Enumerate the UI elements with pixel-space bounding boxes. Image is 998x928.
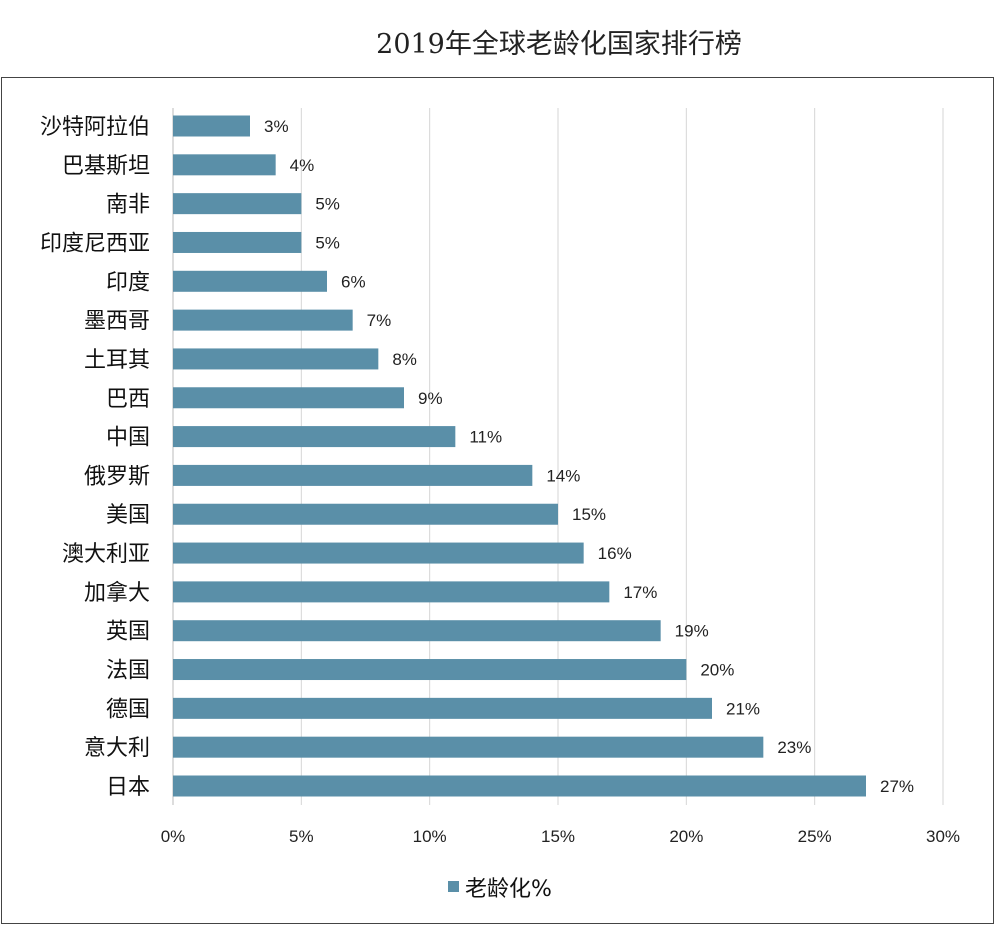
data-label: 9% — [418, 389, 443, 408]
bar — [173, 387, 404, 409]
category-label: 美国 — [106, 503, 150, 528]
data-label: 7% — [367, 311, 392, 330]
bar — [173, 775, 866, 797]
data-label: 3% — [264, 117, 289, 136]
category-label: 墨西哥 — [84, 309, 150, 334]
category-label: 日本 — [106, 775, 150, 800]
data-label: 27% — [880, 777, 914, 796]
category-label: 印度尼西亚 — [40, 231, 150, 256]
category-label: 中国 — [106, 426, 150, 451]
category-label: 南非 — [106, 193, 150, 218]
x-tick-label: 15% — [541, 827, 575, 846]
bar — [173, 154, 276, 176]
chart-frame — [1, 77, 994, 924]
legend-label: 老龄化% — [465, 877, 552, 902]
bar — [173, 542, 584, 564]
category-label: 巴基斯坦 — [62, 154, 150, 179]
data-label: 5% — [315, 233, 340, 252]
category-label: 意大利 — [84, 736, 150, 761]
category-label: 巴西 — [106, 387, 150, 412]
bar — [173, 503, 558, 525]
data-label: 11% — [469, 428, 502, 447]
bar — [173, 620, 661, 642]
data-label: 6% — [341, 272, 366, 291]
bar — [173, 270, 327, 292]
category-label: 英国 — [106, 620, 150, 645]
x-tick-label: 0% — [161, 827, 186, 846]
legend-swatch — [448, 881, 459, 892]
bar — [173, 659, 687, 681]
data-label: 21% — [726, 699, 760, 718]
data-label: 15% — [572, 505, 606, 524]
x-tick-label: 5% — [289, 827, 314, 846]
category-label: 印度 — [106, 270, 150, 295]
x-tick-label: 20% — [669, 827, 703, 846]
data-label: 23% — [777, 738, 811, 757]
bar — [173, 309, 353, 331]
chart-title: 2019年全球老龄化国家排行榜 — [376, 29, 742, 60]
bar — [173, 231, 302, 253]
category-label: 德国 — [106, 697, 150, 722]
data-label: 8% — [392, 350, 417, 369]
category-label: 俄罗斯 — [84, 464, 150, 489]
x-tick-label: 30% — [926, 827, 960, 846]
data-label: 17% — [623, 583, 657, 602]
data-label: 5% — [315, 195, 340, 214]
x-tick-label: 10% — [413, 827, 447, 846]
data-label: 14% — [546, 466, 580, 485]
bar — [173, 348, 379, 370]
data-label: 4% — [290, 156, 315, 175]
category-label: 加拿大 — [84, 580, 150, 606]
category-label: 土耳其 — [84, 348, 150, 373]
bar — [173, 581, 610, 603]
category-label: 澳大利亚 — [62, 542, 150, 567]
data-label: 20% — [700, 661, 734, 680]
bar — [173, 193, 302, 215]
bar — [173, 736, 764, 758]
category-label: 沙特阿拉伯 — [40, 115, 150, 140]
bar — [173, 697, 712, 719]
bar — [173, 115, 250, 137]
bar — [173, 426, 456, 448]
x-tick-label: 25% — [798, 827, 832, 846]
data-label: 19% — [675, 622, 709, 641]
category-label: 法国 — [106, 659, 150, 684]
bar — [173, 464, 533, 486]
data-label: 16% — [598, 544, 632, 563]
